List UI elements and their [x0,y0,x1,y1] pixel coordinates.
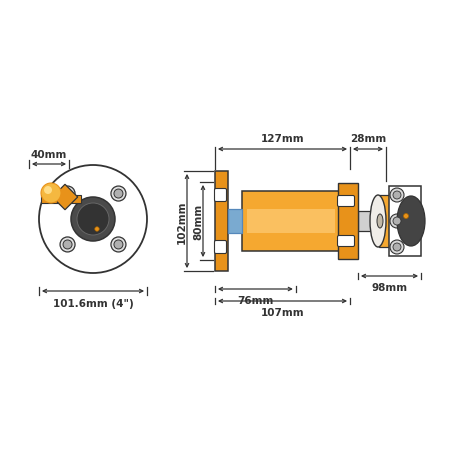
Circle shape [389,189,403,202]
Circle shape [392,191,400,200]
Circle shape [111,237,126,252]
Circle shape [389,241,403,254]
Circle shape [389,214,403,229]
Text: 76mm: 76mm [237,295,273,305]
Circle shape [41,184,61,203]
Circle shape [39,166,147,274]
Circle shape [114,241,123,249]
FancyBboxPatch shape [228,210,241,234]
Circle shape [71,197,115,241]
FancyBboxPatch shape [214,241,226,254]
Circle shape [63,190,72,199]
Ellipse shape [369,196,385,247]
Text: 28mm: 28mm [349,134,385,144]
Circle shape [60,237,75,252]
Circle shape [95,227,99,232]
Circle shape [403,214,408,219]
FancyBboxPatch shape [378,196,390,247]
Circle shape [44,187,52,195]
Circle shape [63,241,72,249]
FancyBboxPatch shape [337,236,354,247]
Circle shape [392,243,400,252]
Text: 107mm: 107mm [260,308,304,317]
Circle shape [77,203,109,235]
FancyBboxPatch shape [241,191,349,252]
Text: 98mm: 98mm [370,282,407,292]
Text: 101.6mm (4"): 101.6mm (4") [52,298,133,308]
Text: 102mm: 102mm [177,200,187,243]
FancyBboxPatch shape [214,189,226,202]
FancyBboxPatch shape [357,212,377,231]
FancyBboxPatch shape [41,196,81,203]
Text: 80mm: 80mm [193,203,202,240]
Text: 40mm: 40mm [31,150,67,160]
FancyBboxPatch shape [246,210,334,234]
Polygon shape [52,185,78,210]
Circle shape [114,190,123,199]
Ellipse shape [396,196,424,246]
FancyBboxPatch shape [388,187,420,257]
Circle shape [60,187,75,202]
Circle shape [111,187,126,202]
Text: 127mm: 127mm [260,134,304,144]
Circle shape [392,218,400,225]
Ellipse shape [376,214,382,229]
FancyBboxPatch shape [214,172,228,271]
FancyBboxPatch shape [337,184,357,259]
FancyBboxPatch shape [337,196,354,207]
